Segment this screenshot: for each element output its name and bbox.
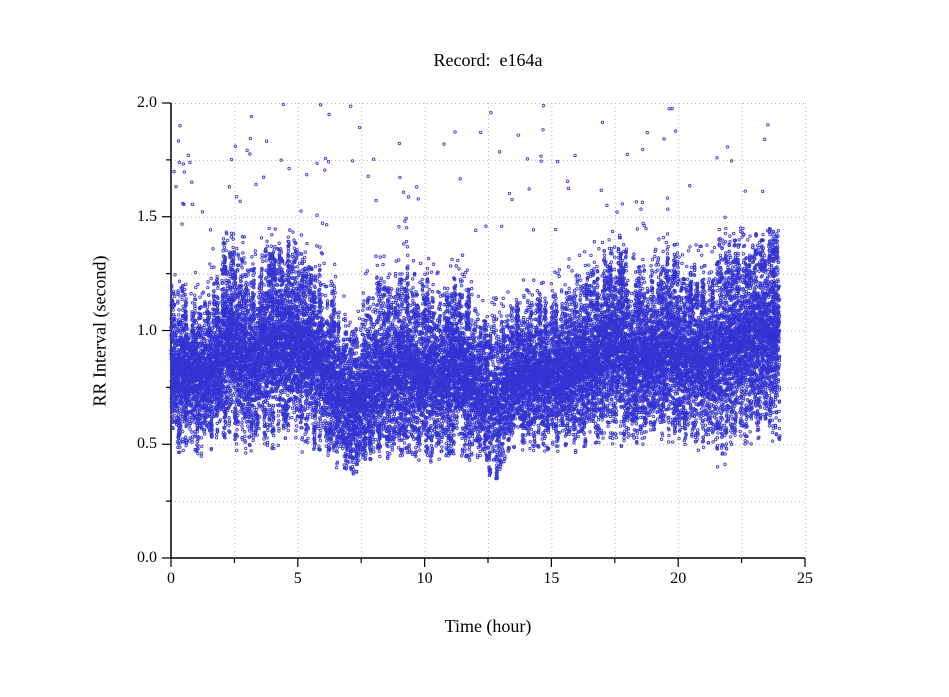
x-tick-label: 25 — [797, 570, 813, 587]
y-axis-title-text: RR Interval (second) — [89, 255, 110, 407]
y-tick-label: 0.5 — [137, 435, 157, 453]
x-tick-label: 5 — [293, 570, 302, 587]
y-tick-label: 0.0 — [137, 549, 157, 566]
y-tick-label: 1.0 — [137, 321, 157, 339]
y-tick-label: 2.0 — [137, 94, 157, 111]
x-tick-label: 20 — [670, 570, 687, 587]
x-tick-label: 10 — [416, 570, 433, 587]
x-tick-label: 15 — [543, 570, 560, 587]
x-axis-title: Time (hour) — [444, 616, 532, 636]
x-tick-label: 0 — [167, 570, 175, 587]
y-tick-label: 1.5 — [137, 207, 157, 225]
chart-title: Record: e164a — [433, 50, 543, 70]
